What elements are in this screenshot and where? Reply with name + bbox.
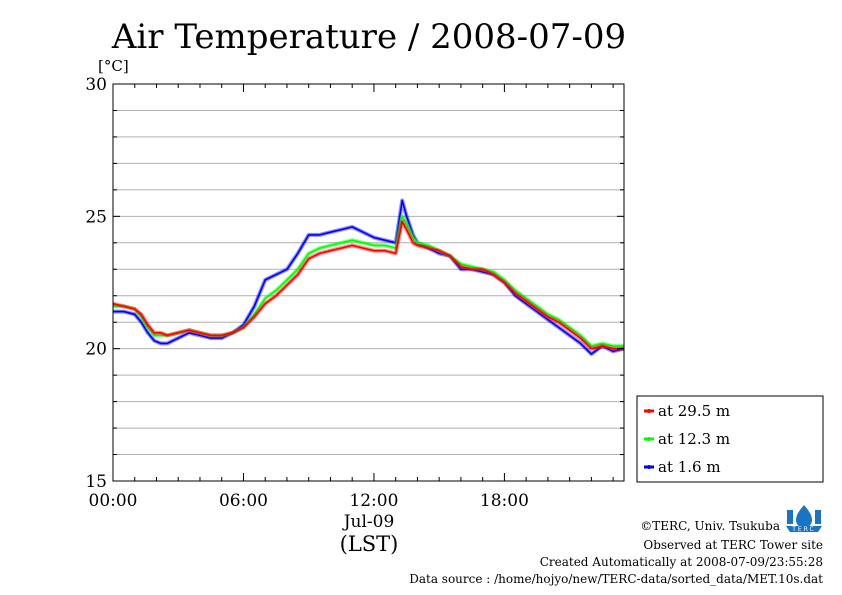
terc-logo: TERC (784, 502, 824, 538)
series-line (113, 199, 625, 355)
observed-text: Observed at TERC Tower site (643, 538, 823, 552)
created-text: Created Automatically at 2008-07-09/23:5… (540, 555, 823, 569)
legend-marker (647, 465, 651, 469)
y-tick-label: 25 (85, 207, 107, 227)
series-lines (112, 198, 625, 356)
legend: at 29.5 m at 12.3 m at 1.6 m (636, 395, 824, 483)
legend-marker (647, 409, 651, 413)
y-tick-label: 30 (85, 75, 107, 95)
copyright-text: ©TERC, Univ. Tsukuba (640, 519, 780, 533)
x-tick-label: 12:00 (349, 491, 398, 511)
y-axis-unit-label: [°C] (98, 57, 129, 75)
x-tick-label: 00:00 (89, 491, 138, 511)
x-tick-label: 18:00 (480, 491, 529, 511)
y-tick-label: 20 (85, 340, 107, 360)
x-tick-label: 06:00 (219, 491, 268, 511)
x-axis-date-label: Jul-09 (342, 512, 395, 532)
legend-label: at 12.3 m (658, 430, 730, 448)
legend-label: at 1.6 m (658, 458, 721, 476)
legend-box (636, 395, 824, 483)
chart-title: Air Temperature / 2008-07-09 (111, 17, 626, 57)
axis-ticks: 15 20 25 30 00:00 06:00 12:00 18:00 (85, 75, 624, 511)
y-tick-label: 15 (85, 472, 107, 492)
grid-lines (113, 109, 624, 456)
legend-marker (647, 437, 651, 441)
data-source-text: Data source : /home/hojyo/new/TERC-data/… (409, 572, 823, 586)
x-axis-title: (LST) (340, 532, 399, 556)
series-line (112, 220, 624, 350)
logo-text: TERC (791, 526, 816, 533)
legend-label: at 29.5 m (658, 402, 730, 420)
plot-frame (112, 83, 625, 482)
